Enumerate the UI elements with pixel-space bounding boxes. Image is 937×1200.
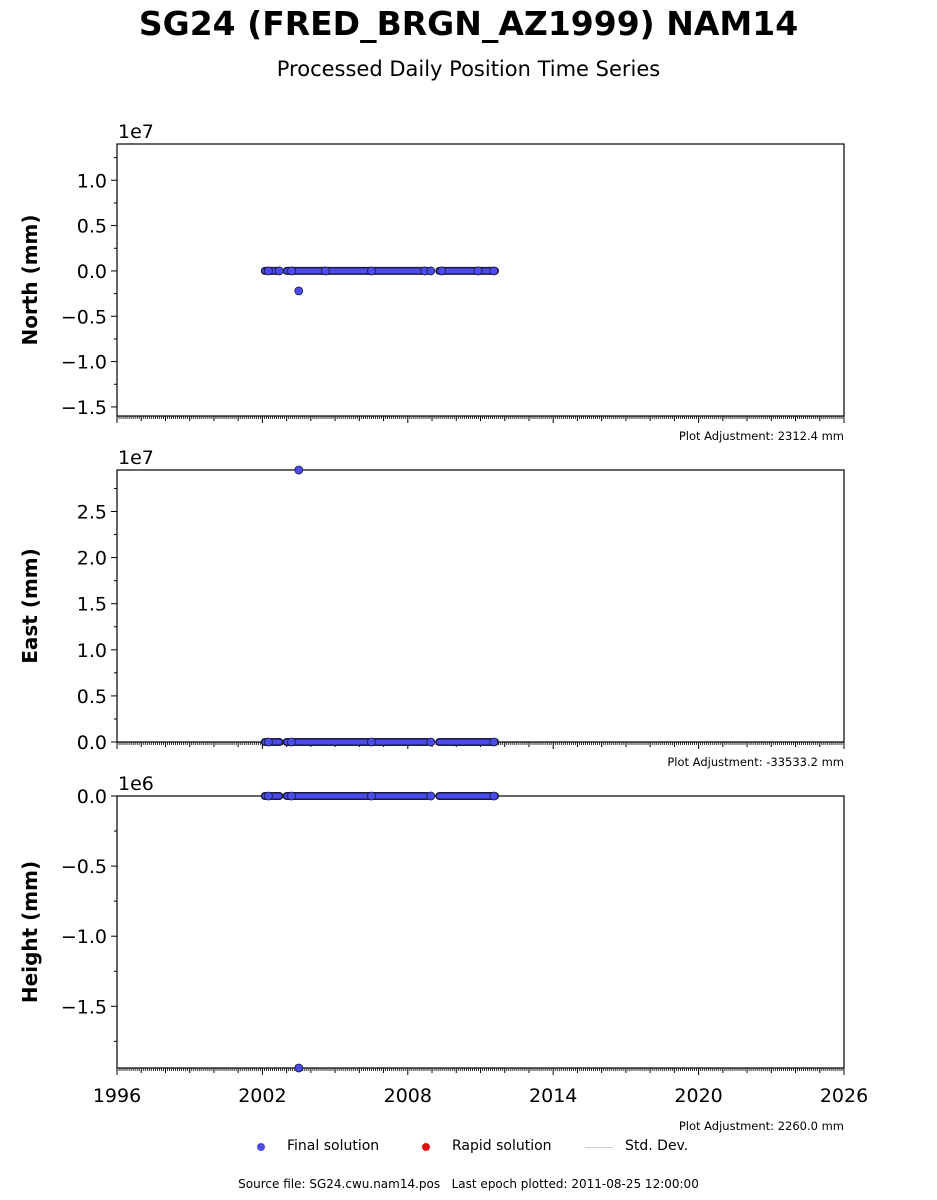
y-tick-label: −1.5: [61, 397, 107, 419]
y-tick-label: 0.5: [77, 216, 107, 238]
data-point: [473, 266, 483, 276]
data-point: [264, 791, 273, 801]
y-exponent-label: 1e6: [118, 773, 154, 795]
panel-3: 0.0 −0.5 −1.0 −1.5 1996 2002 2008 2014 2020 2026 1…: [18, 773, 868, 1133]
y-tick-label: 1.5: [77, 594, 107, 616]
data-point: [294, 1063, 304, 1073]
source-file: SG24.cwu.nam14.pos: [309, 1177, 441, 1191]
data-point: [264, 266, 273, 276]
y-exponent-label: 1e7: [118, 121, 154, 143]
data-point: [287, 737, 296, 747]
legend-label-stddev: Std. Dev.: [625, 1138, 689, 1154]
data-point: [367, 266, 376, 276]
y-tick-label: 1.0: [77, 170, 107, 192]
std-dev-line-icon: [585, 1147, 613, 1148]
plot-frame: [116, 795, 845, 1069]
y-tick-label: −0.5: [61, 856, 107, 878]
x-tick-label: 2002: [238, 1085, 286, 1107]
data-point: [321, 266, 330, 276]
data-point: [489, 791, 499, 801]
legend-label-rapid: Rapid solution: [452, 1138, 552, 1154]
legend-label-final: Final solution: [287, 1138, 380, 1154]
data-point: [367, 791, 376, 801]
y-tick-label: 2.5: [77, 501, 107, 523]
plot-frame: [116, 143, 845, 417]
source-footer: Source file: SG24.cwu.nam14.pos Last epo…: [0, 1177, 937, 1191]
panel-2: 2.5 2.0 1.5 1.0 0.5 0.0 1e7 East (mm) Plot Adjus…: [18, 447, 845, 769]
plot-frame: [116, 469, 845, 743]
x-tick-label: 2020: [674, 1085, 722, 1107]
y-axis-label: Height (mm): [18, 861, 42, 1003]
data-point: [489, 266, 499, 276]
data-point: [274, 266, 284, 276]
data-point: [367, 737, 376, 747]
data-point: [426, 266, 436, 276]
y-tick-label: 0.5: [77, 686, 107, 708]
data-point: [426, 791, 436, 801]
y-axis-label: East (mm): [18, 548, 42, 664]
data-point: [264, 737, 273, 747]
data-point: [489, 737, 499, 747]
data-point: [287, 266, 296, 276]
y-tick-label: −0.5: [61, 306, 107, 328]
y-tick-label: 0.0: [77, 786, 107, 808]
last-epoch: 2011-08-25 12:00:00: [571, 1177, 699, 1191]
source-prefix: Source file:: [238, 1177, 306, 1191]
rapid-solution-marker-icon: [422, 1143, 430, 1151]
x-tick-label: 2026: [820, 1085, 868, 1107]
last-epoch-prefix: Last epoch plotted:: [451, 1177, 568, 1191]
chart-subtitle: Processed Daily Position Time Series: [276, 57, 661, 81]
data-point: [294, 465, 304, 475]
y-exponent-label: 1e7: [118, 447, 154, 469]
y-axis-label: North (mm): [18, 214, 42, 345]
data-point: [426, 737, 436, 747]
panel-1: 1.0 0.5 0.0 −0.5 −1.0 −1.5 1e7 North (mm) Plot A…: [18, 121, 845, 443]
chart-title: SG24 (FRED_BRGN_AZ1999) NAM14: [138, 4, 799, 43]
x-tick-label: 2014: [529, 1085, 577, 1107]
y-tick-label: −1.5: [61, 996, 107, 1018]
final-solution-marker-icon: [257, 1143, 265, 1151]
plot-adjustment: Plot Adjustment: 2312.4 mm: [679, 429, 844, 443]
plot-adjustment: Plot Adjustment: -33533.2 mm: [667, 755, 844, 769]
y-tick-label: 2.0: [77, 548, 107, 570]
data-point: [294, 286, 304, 296]
y-tick-label: 1.0: [77, 640, 107, 662]
data-point: [437, 266, 447, 276]
y-tick-label: 0.0: [77, 261, 107, 283]
data-point: [287, 791, 296, 801]
plot-adjustment: Plot Adjustment: 2260.0 mm: [679, 1119, 844, 1133]
y-tick-label: −1.0: [61, 926, 107, 948]
y-tick-label: −1.0: [61, 352, 107, 374]
y-tick-label: 0.0: [77, 732, 107, 754]
x-tick-label: 1996: [93, 1085, 141, 1107]
x-tick-label: 2008: [384, 1085, 432, 1107]
